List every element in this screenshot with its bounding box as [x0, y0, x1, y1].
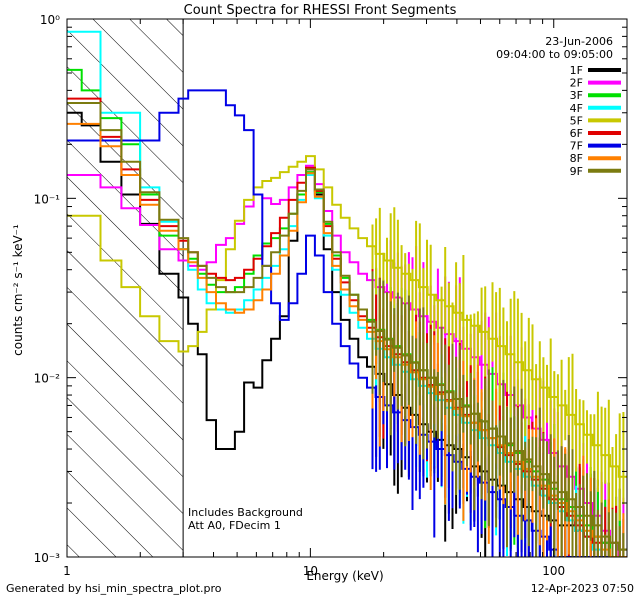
spectra-curves	[67, 30, 627, 557]
spectrum-noise-9f	[371, 271, 625, 557]
legend-label-8f: 8F	[570, 152, 583, 165]
footer-generator: Generated by hsi_min_spectra_plot.pro	[6, 582, 222, 595]
spectrum-line-1f	[67, 111, 627, 551]
y-axis-label: counts cm⁻² s⁻¹ keV⁻¹	[11, 224, 25, 356]
x-tick-label: 10	[303, 564, 318, 578]
axes: 1 10 100 10⁰ 10⁻¹ 10⁻² 10⁻³	[34, 13, 628, 578]
observation-date: 23-Jun-2006	[545, 35, 613, 48]
observation-time-range: 09:04:00 to 09:05:00	[496, 48, 613, 61]
legend-label-4f: 4F	[570, 102, 583, 115]
x-tick-label: 100	[542, 564, 565, 578]
legend-label-6f: 6F	[570, 127, 583, 140]
legend-label-3f: 3F	[570, 89, 583, 102]
legend-label-5f: 5F	[570, 114, 583, 127]
note-attenuator-state: Att A0, FDecim 1	[188, 519, 281, 532]
legend-label-2f: 2F	[570, 77, 583, 90]
legend-label-9f: 9F	[570, 165, 583, 178]
y-tick-label: 10⁻³	[34, 551, 61, 565]
legend-label-1f: 1F	[570, 64, 583, 77]
page-title: Count Spectra for RHESSI Front Segments	[184, 3, 457, 18]
x-tick-label: 1	[63, 564, 71, 578]
x-axis-label: Energy (keV)	[306, 569, 383, 583]
y-tick-label: 10⁻¹	[34, 192, 61, 206]
y-tick-label: 10⁻²	[34, 372, 61, 386]
footer-timestamp: 12-Apr-2023 07:50	[531, 582, 634, 595]
y-tick-label: 10⁰	[40, 13, 60, 27]
note-includes-background: Includes Background	[188, 506, 303, 519]
legend-label-7f: 7F	[570, 140, 583, 153]
